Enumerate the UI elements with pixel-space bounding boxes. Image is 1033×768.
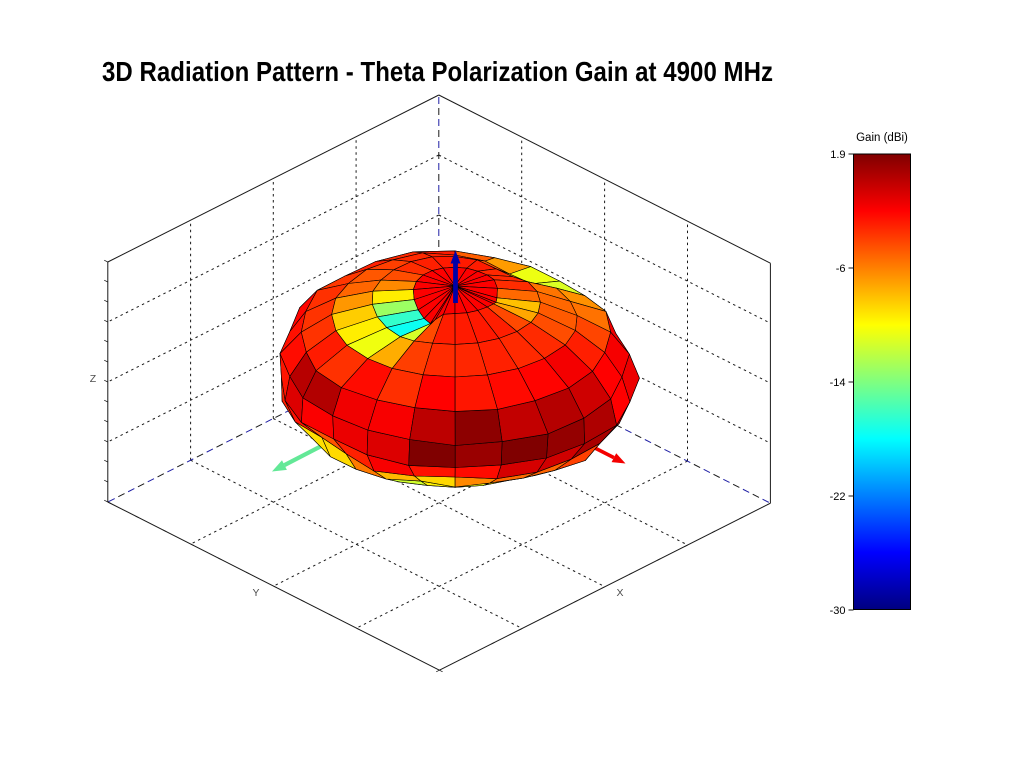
svg-text:-14: -14 — [830, 377, 846, 389]
svg-text:1.9: 1.9 — [830, 149, 845, 161]
svg-text:Y: Y — [252, 587, 259, 599]
svg-text:-6: -6 — [836, 263, 846, 275]
svg-text:Gain (dBi): Gain (dBi) — [856, 132, 908, 144]
svg-text:-22: -22 — [830, 491, 846, 503]
svg-text:X: X — [616, 587, 623, 599]
svg-text:-30: -30 — [830, 605, 846, 617]
svg-text:Z: Z — [90, 373, 97, 385]
